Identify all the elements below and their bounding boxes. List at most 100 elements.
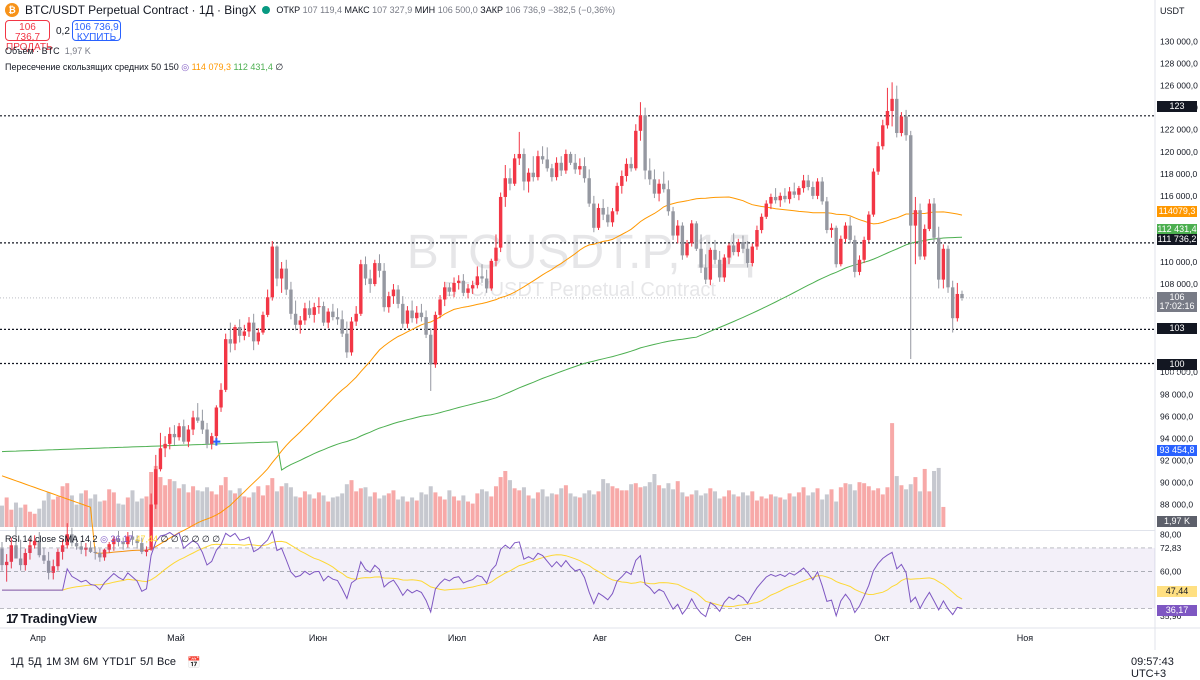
timeframe-1d[interactable]: 1Д	[10, 656, 24, 668]
candle-body	[750, 246, 754, 264]
volume-bar	[834, 501, 839, 527]
timeframe-ytd[interactable]: YTD	[102, 656, 124, 668]
ma-slow-line	[1, 236, 963, 471]
candle-body	[904, 116, 908, 136]
volume-bar	[358, 488, 363, 527]
candle-body	[289, 289, 293, 314]
volume-bar	[354, 491, 359, 527]
volume-bar	[414, 500, 419, 527]
candle-body	[107, 544, 111, 550]
volume-bar	[545, 496, 550, 527]
buy-label: КУПИТЬ	[76, 32, 117, 43]
candle-body	[899, 116, 904, 134]
volume-bar	[801, 487, 806, 527]
volume-bar	[838, 487, 843, 527]
volume-bar	[936, 467, 941, 527]
volume-bar	[177, 488, 182, 527]
ma-settings-icon[interactable]: ◎	[181, 62, 190, 72]
candle-body	[279, 268, 284, 279]
ma-legend[interactable]: Пересечение скользящих средних 50 150 ◎ …	[5, 62, 283, 73]
buy-button[interactable]: 106 736,9 КУПИТЬ	[72, 20, 121, 43]
volume-bar	[195, 490, 200, 527]
candle-body	[815, 181, 820, 196]
volume-bar	[93, 494, 98, 527]
candle-body	[70, 534, 74, 544]
candle-body	[443, 287, 447, 300]
candle-body	[405, 310, 410, 324]
candle-body	[722, 257, 727, 278]
candle-body	[219, 389, 223, 408]
candle-body	[0, 548, 4, 566]
volume-bar	[260, 495, 265, 527]
timeframe-1m[interactable]: 1М	[46, 656, 62, 668]
volume-bar	[531, 498, 536, 527]
volume-bar	[251, 492, 256, 527]
candle-body	[867, 214, 871, 240]
timeframe-all[interactable]: Все	[157, 656, 176, 668]
candle-body	[307, 308, 312, 315]
sell-button[interactable]: 106 736,7 ПРОДАТЬ	[5, 20, 53, 53]
volume-bar	[699, 495, 704, 527]
candle-body	[340, 319, 344, 334]
currency-label[interactable]: USDT	[1160, 6, 1185, 16]
volume-bar	[51, 499, 56, 527]
volume-bar	[605, 483, 610, 527]
candle-body	[909, 135, 913, 226]
volume-bar	[666, 483, 671, 527]
price-badge: 1,97 K	[1157, 516, 1197, 527]
candle-body	[205, 429, 209, 444]
candle-body	[14, 545, 18, 559]
volume-bar	[372, 492, 377, 527]
candle-body	[624, 163, 629, 177]
candle-body	[764, 203, 768, 217]
time-axis-label: Май	[167, 633, 185, 643]
volume-bar	[647, 482, 652, 527]
watermark-description: BTC/USDT Perpetual Contract	[444, 279, 716, 301]
symbol-header[interactable]: ₿ BTC/USDT Perpetual Contract · 1Д · Bin…	[5, 3, 615, 17]
volume-bar	[899, 485, 904, 527]
timeframe-5y[interactable]: 5Л	[140, 656, 154, 668]
date-range-icon[interactable]: 📅	[187, 657, 201, 669]
volume-bar	[922, 468, 927, 527]
candle-body	[79, 546, 83, 550]
price-tick-label: 122 000,0	[1160, 125, 1198, 135]
candle-body	[284, 268, 288, 290]
candle-body	[42, 555, 46, 561]
candle-body	[554, 162, 559, 178]
volume-bar	[559, 488, 564, 527]
candle-body	[466, 288, 470, 293]
candle-body	[960, 293, 964, 298]
timeframe-1y[interactable]: 1Г	[124, 656, 137, 668]
candle-body	[429, 334, 433, 365]
volume-bar	[237, 488, 242, 527]
candle-body	[9, 545, 14, 562]
timeframe-6m[interactable]: 6М	[83, 656, 99, 668]
volume-bar	[521, 487, 526, 527]
volume-bar	[694, 490, 699, 527]
clock[interactable]: 09:57:43 UTC+3	[1131, 656, 1174, 680]
candle-body	[102, 549, 107, 558]
ohlc-open-value: 107 119,4	[302, 5, 342, 15]
candle-body	[582, 166, 587, 179]
volume-bar	[507, 480, 512, 527]
candle-body	[657, 183, 661, 194]
volume-bar	[885, 487, 890, 527]
volume-bar	[652, 474, 657, 527]
rsi-legend[interactable]: RSI 14 close SMA 14 2 ◎ 36,17 47,44 ∅ ∅ …	[5, 534, 220, 545]
candle-body	[210, 436, 214, 444]
symbol-title[interactable]: BTC/USDT Perpetual Contract · 1Д · BingX	[25, 3, 257, 17]
tradingview-logo[interactable]: 17 TradingView	[6, 611, 97, 626]
timeframe-3m[interactable]: 3М	[64, 656, 80, 668]
price-tick-label: 100 000,0	[1160, 367, 1198, 377]
candle-body	[242, 331, 247, 336]
volume-bar	[37, 508, 42, 527]
volume-bar	[787, 493, 792, 527]
volume-bar	[60, 486, 65, 527]
candle-body	[876, 146, 880, 172]
volume-bar	[573, 496, 578, 527]
candle-body	[699, 248, 703, 268]
ma-extra-value: ∅	[275, 62, 284, 72]
timeframe-5d[interactable]: 5Д	[28, 656, 42, 668]
volume-legend[interactable]: Объём · BTC 1,97 K	[5, 46, 91, 56]
